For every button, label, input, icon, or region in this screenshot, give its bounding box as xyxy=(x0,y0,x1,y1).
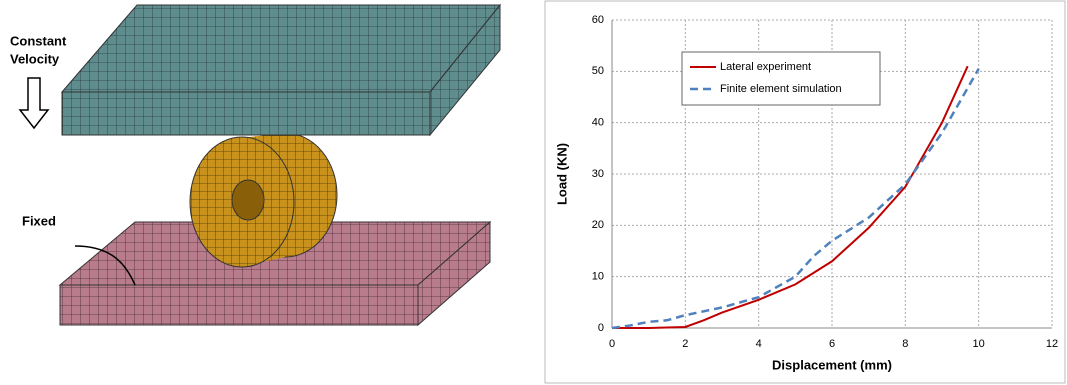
x-tick-label: 6 xyxy=(829,338,835,350)
mesh-illustration: Constant Velocity Fixed xyxy=(10,5,500,325)
y-tick-label: 60 xyxy=(592,14,604,26)
y-tick-label: 40 xyxy=(592,117,604,129)
x-axis-label: Displacement (mm) xyxy=(772,357,892,372)
y-tick-label: 0 xyxy=(598,322,604,334)
x-tick-label: 10 xyxy=(973,338,985,350)
data-line xyxy=(612,69,979,328)
x-tick-label: 0 xyxy=(609,338,615,350)
legend-label: Lateral experiment xyxy=(720,61,811,73)
y-tick-label: 20 xyxy=(592,219,604,231)
label: Constant xyxy=(10,33,67,48)
x-tick-label: 4 xyxy=(756,338,762,350)
x-tick-label: 2 xyxy=(682,338,688,350)
figure: Constant Velocity Fixed Displacement (mm… xyxy=(0,0,1067,385)
page: Constant Velocity Fixed Displacement (mm… xyxy=(0,0,1067,385)
legend-label: Finite element simulation xyxy=(720,83,842,95)
y-tick-label: 50 xyxy=(592,65,604,77)
y-axis-label: Load (KN) xyxy=(554,143,569,205)
label: Velocity xyxy=(10,51,60,66)
y-tick-label: 30 xyxy=(592,168,604,180)
x-tick-label: 8 xyxy=(902,338,908,350)
x-tick-label: 12 xyxy=(1046,338,1058,350)
label: Fixed xyxy=(22,213,56,228)
y-tick-label: 10 xyxy=(592,271,604,283)
